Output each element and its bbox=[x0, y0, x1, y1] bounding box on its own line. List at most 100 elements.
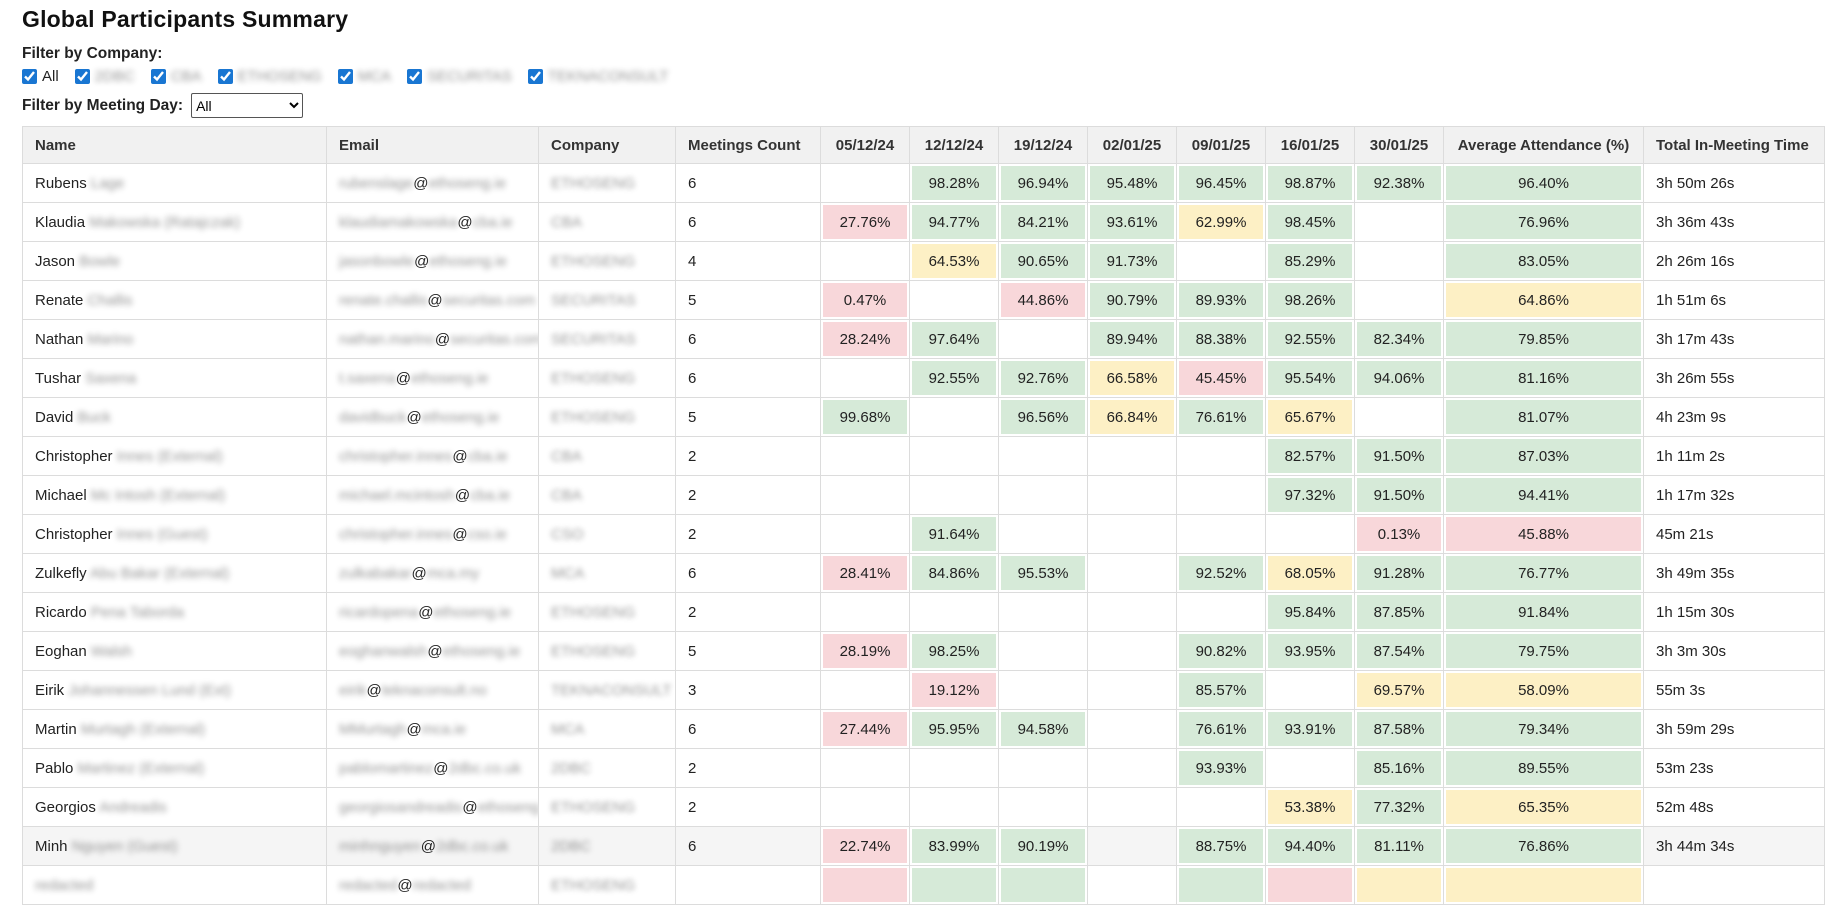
cell-company: TEKNACONSULT bbox=[539, 671, 676, 710]
company-checkbox-label: MCA bbox=[357, 68, 392, 85]
cell-total-time: 3h 59m 29s bbox=[1644, 710, 1825, 749]
cell-attendance: 87.85% bbox=[1355, 593, 1444, 632]
redacted-email-local: pablomartinez bbox=[339, 759, 434, 777]
cell-average-attendance: 83.05% bbox=[1444, 242, 1644, 281]
cell-attendance: 98.28% bbox=[910, 164, 999, 203]
cell-attendance bbox=[1177, 515, 1266, 554]
cell-meetings-count: 2 bbox=[676, 593, 821, 632]
company-filter-label: Filter by Company: bbox=[22, 45, 163, 62]
cell-name: Eoghan Walsh bbox=[22, 632, 327, 671]
company-checkbox[interactable] bbox=[407, 69, 423, 84]
cell-attendance bbox=[821, 749, 910, 788]
cell-average-attendance: 81.16% bbox=[1444, 359, 1644, 398]
redacted-name: Makowska (Ratajczak) bbox=[89, 213, 241, 231]
redacted-email-domain: teknaconsult.no bbox=[381, 681, 487, 699]
cell-email: t.saxena@ethoseng.ie bbox=[327, 359, 539, 398]
redacted-email-local: minhnguyen bbox=[339, 837, 421, 855]
table-row: Jason Bowle jasonbowle@ethoseng.ie ETHOSEN… bbox=[22, 242, 1825, 281]
cell-company: 2DBC bbox=[539, 749, 676, 788]
redacted-email-domain: ethoseng.ie bbox=[410, 369, 489, 387]
redacted-company: MCA bbox=[551, 564, 585, 582]
redacted-company: ETHOSENG bbox=[551, 408, 636, 426]
cell-attendance bbox=[1266, 671, 1355, 710]
cell-attendance: 27.44% bbox=[821, 710, 910, 749]
cell-attendance bbox=[910, 437, 999, 476]
company-filter-redacted-1[interactable]: 2DBC bbox=[74, 68, 135, 85]
cell-total-time: 3h 26m 55s bbox=[1644, 359, 1825, 398]
cell-email: nathan.marino@securitas.com bbox=[327, 320, 539, 359]
cell-attendance bbox=[1088, 788, 1177, 827]
table-row: Zulkefly Abu Bakar (External) zulkabakar@… bbox=[22, 554, 1825, 593]
cell-meetings-count: 6 bbox=[676, 203, 821, 242]
redacted-name: redacted bbox=[35, 876, 94, 894]
day-filter-row: Filter by Meeting Day: All bbox=[22, 93, 1843, 118]
table-row: Renate Challis renate.challis@securitas.c… bbox=[22, 281, 1825, 320]
cell-attendance bbox=[821, 866, 910, 905]
redacted-name: Johannessen Lund (Ext) bbox=[68, 681, 231, 699]
cell-average-attendance: 76.77% bbox=[1444, 554, 1644, 593]
company-filter-redacted-4[interactable]: MCA bbox=[337, 68, 392, 85]
company-filter-all[interactable]: All bbox=[22, 68, 59, 85]
cell-name: Zulkefly Abu Bakar (External) bbox=[22, 554, 327, 593]
redacted-company: CBA bbox=[551, 486, 582, 504]
cell-email: georgiosandreadis@ethoseng.ie bbox=[327, 788, 539, 827]
cell-meetings-count: 6 bbox=[676, 710, 821, 749]
cell-attendance: 22.74% bbox=[821, 827, 910, 866]
cell-attendance bbox=[1088, 515, 1177, 554]
cell-meetings-count: 6 bbox=[676, 359, 821, 398]
cell-attendance bbox=[999, 632, 1088, 671]
cell-attendance: 90.82% bbox=[1177, 632, 1266, 671]
redacted-email-local: zulkabakar bbox=[339, 564, 412, 582]
cell-attendance bbox=[1088, 632, 1177, 671]
company-checkbox[interactable] bbox=[217, 69, 233, 84]
cell-attendance bbox=[821, 359, 910, 398]
cell-total-time: 3h 3m 30s bbox=[1644, 632, 1825, 671]
redacted-company: ETHOSENG bbox=[551, 798, 636, 816]
company-checkbox[interactable] bbox=[150, 69, 166, 84]
cell-attendance bbox=[1177, 866, 1266, 905]
cell-total-time: 1h 15m 30s bbox=[1644, 593, 1825, 632]
company-checkbox[interactable] bbox=[74, 69, 90, 84]
company-checkbox[interactable] bbox=[527, 69, 543, 84]
table-row: Ricardo Pena Taborda ricardopena@ethoseng… bbox=[22, 593, 1825, 632]
redacted-name: Bowle bbox=[79, 252, 121, 270]
cell-name: Rubens Lage bbox=[22, 164, 327, 203]
company-filter-redacted-5[interactable]: SECURITAS bbox=[407, 68, 512, 85]
column-header: 09/01/25 bbox=[1177, 126, 1266, 164]
cell-total-time bbox=[1644, 866, 1825, 905]
cell-attendance bbox=[1177, 437, 1266, 476]
cell-average-attendance: 96.40% bbox=[1444, 164, 1644, 203]
company-checkbox[interactable] bbox=[337, 69, 353, 84]
company-checkbox[interactable] bbox=[22, 69, 37, 84]
company-checkbox-label: TEKNACONSULT bbox=[547, 68, 669, 85]
participants-table: Name Email Company Meetings Count 05/12/24 12… bbox=[22, 126, 1825, 905]
table-row: David Buck davidbuck@ethoseng.ie ETHOSENG 5… bbox=[22, 398, 1825, 437]
company-checkbox-label: 2DBC bbox=[94, 68, 135, 85]
company-filter-redacted-6[interactable]: TEKNACONSULT bbox=[527, 68, 669, 85]
cell-name: David Buck bbox=[22, 398, 327, 437]
cell-attendance: 96.94% bbox=[999, 164, 1088, 203]
cell-attendance bbox=[910, 476, 999, 515]
table-row: Pablo Martinez (External) pablomartinez@2… bbox=[22, 749, 1825, 788]
company-filter-redacted-2[interactable]: CBA bbox=[150, 68, 202, 85]
cell-company: ETHOSENG bbox=[539, 632, 676, 671]
day-filter-select[interactable]: All bbox=[191, 93, 304, 118]
cell-average-attendance: 79.75% bbox=[1444, 632, 1644, 671]
cell-attendance bbox=[1177, 593, 1266, 632]
cell-attendance bbox=[1088, 866, 1177, 905]
cell-company: ETHOSENG bbox=[539, 788, 676, 827]
cell-email: rubenslage@ethoseng.ie bbox=[327, 164, 539, 203]
cell-company: ETHOSENG bbox=[539, 359, 676, 398]
redacted-email-local: MMurtagh bbox=[339, 720, 407, 738]
redacted-email-domain: ethoseng.ie bbox=[433, 603, 512, 621]
cell-attendance bbox=[1355, 398, 1444, 437]
cell-attendance: 90.19% bbox=[999, 827, 1088, 866]
cell-email: christopher.innes@cso.ie bbox=[327, 515, 539, 554]
redacted-email-local: christopher.innes bbox=[339, 447, 453, 465]
cell-attendance: 98.26% bbox=[1266, 281, 1355, 320]
cell-attendance bbox=[1266, 515, 1355, 554]
company-filter-redacted-3[interactable]: ETHOSENG bbox=[217, 68, 322, 85]
cell-name: Christopher Innes (Guest) bbox=[22, 515, 327, 554]
cell-attendance bbox=[1088, 437, 1177, 476]
